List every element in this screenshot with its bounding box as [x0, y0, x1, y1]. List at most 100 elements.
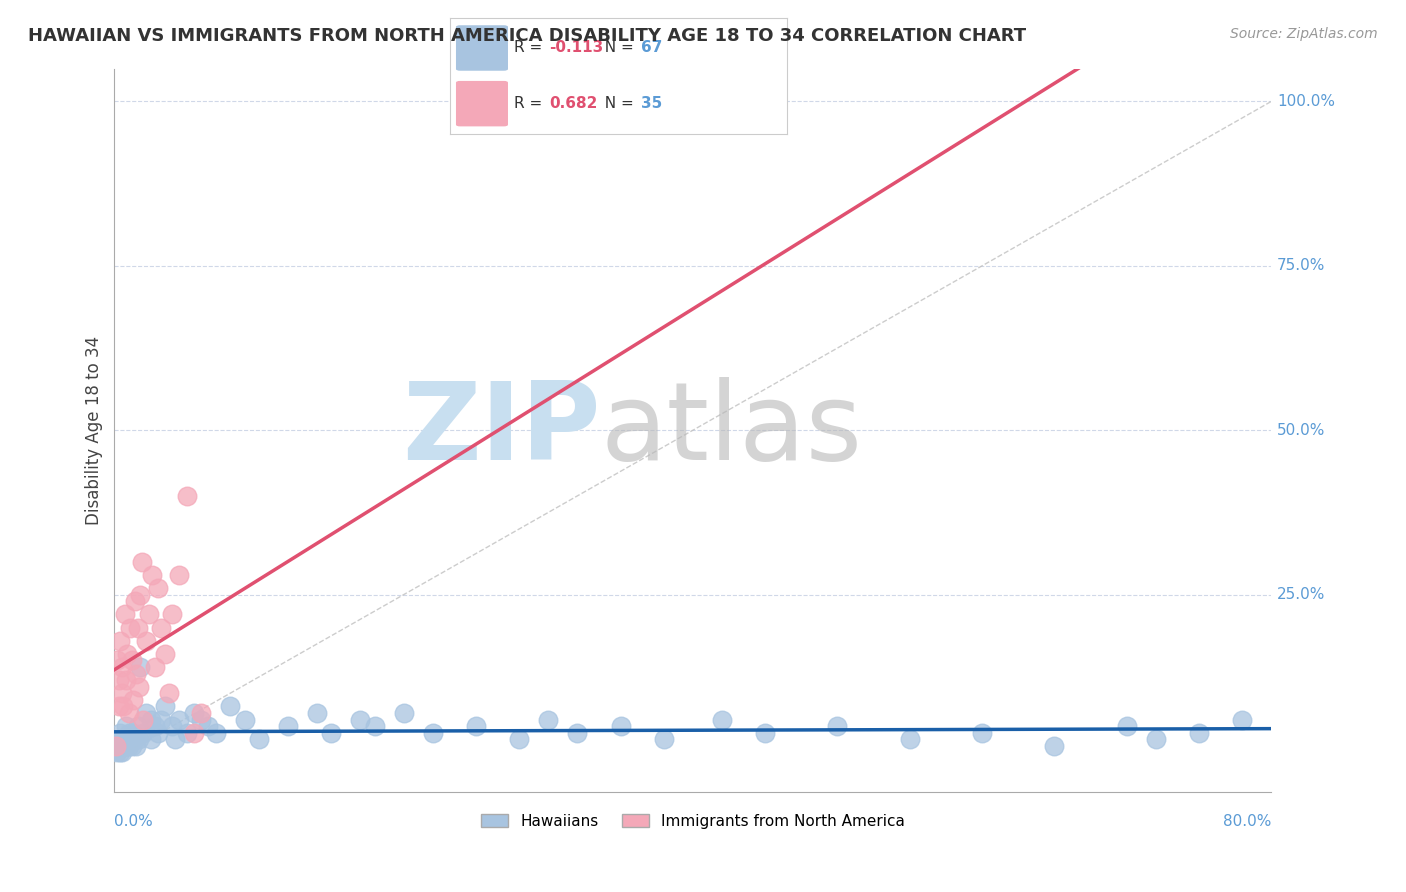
Point [233, 713, 256, 727]
Point [128, 732, 150, 747]
Point [124, 594, 146, 608]
Point [120, 732, 142, 747]
Text: 0.682: 0.682 [550, 96, 598, 112]
Point [125, 666, 148, 681]
Point [157, 686, 180, 700]
Point [143, 660, 166, 674]
Point [183, 706, 205, 720]
Text: 0.0%: 0.0% [114, 814, 153, 829]
Text: R =: R = [515, 40, 547, 55]
Text: atlas: atlas [600, 377, 862, 483]
Point [1188, 725, 1211, 739]
Point [1232, 713, 1254, 727]
Text: Source: ZipAtlas.com: Source: ZipAtlas.com [1230, 27, 1378, 41]
Text: 75.0%: 75.0% [1277, 259, 1326, 273]
Point [111, 660, 134, 674]
Point [508, 732, 530, 747]
Point [107, 732, 129, 747]
Point [305, 706, 328, 720]
Point [567, 725, 589, 739]
Point [118, 706, 141, 720]
Point [754, 725, 776, 739]
Point [122, 725, 145, 739]
Point [121, 653, 143, 667]
Point [131, 555, 153, 569]
Point [127, 719, 149, 733]
Point [190, 706, 212, 720]
Legend: Hawaiians, Immigrants from North America: Hawaiians, Immigrants from North America [474, 807, 911, 835]
Point [108, 633, 131, 648]
Point [115, 719, 138, 733]
Point [165, 732, 187, 747]
Point [124, 732, 146, 747]
Point [149, 713, 172, 727]
Point [176, 725, 198, 739]
Point [132, 725, 155, 739]
Point [115, 673, 138, 688]
Point [422, 725, 444, 739]
Point [139, 732, 162, 747]
Point [107, 673, 129, 688]
Point [127, 621, 149, 635]
Point [204, 725, 226, 739]
Point [117, 732, 139, 747]
Point [169, 568, 191, 582]
Point [1115, 719, 1137, 733]
Point [153, 699, 176, 714]
Point [114, 732, 136, 747]
Text: 50.0%: 50.0% [1277, 423, 1326, 438]
Point [111, 746, 134, 760]
Point [183, 725, 205, 739]
Point [153, 647, 176, 661]
Point [349, 713, 371, 727]
Point [129, 660, 152, 674]
Point [364, 719, 387, 733]
Point [105, 746, 128, 760]
Y-axis label: Disability Age 18 to 34: Disability Age 18 to 34 [86, 335, 103, 524]
Text: 80.0%: 80.0% [1223, 814, 1271, 829]
Point [108, 725, 131, 739]
Text: N =: N = [595, 96, 638, 112]
Point [105, 653, 128, 667]
Point [120, 621, 142, 635]
Point [118, 739, 141, 753]
Text: -0.113: -0.113 [550, 40, 603, 55]
Point [139, 713, 162, 727]
Point [197, 719, 219, 733]
Point [898, 732, 921, 747]
Point [112, 739, 135, 753]
Text: 25.0%: 25.0% [1277, 587, 1326, 602]
Point [104, 739, 127, 753]
Point [118, 725, 141, 739]
Point [111, 732, 134, 747]
Point [162, 719, 184, 733]
Point [108, 746, 131, 760]
Point [129, 588, 152, 602]
Text: 100.0%: 100.0% [1277, 94, 1336, 109]
Text: ZIP: ZIP [402, 377, 600, 483]
Point [162, 607, 184, 622]
Point [219, 699, 242, 714]
Point [321, 725, 343, 739]
Point [135, 633, 157, 648]
Point [125, 739, 148, 753]
Point [143, 719, 166, 733]
Point [652, 732, 675, 747]
Point [609, 719, 631, 733]
Point [247, 732, 270, 747]
FancyBboxPatch shape [457, 26, 508, 70]
Text: 67: 67 [641, 40, 662, 55]
Point [111, 686, 134, 700]
Point [146, 581, 169, 595]
Point [149, 621, 172, 635]
Point [827, 719, 849, 733]
FancyBboxPatch shape [457, 82, 508, 126]
Point [970, 725, 993, 739]
Point [190, 713, 212, 727]
Point [107, 699, 129, 714]
Point [710, 713, 733, 727]
Point [115, 739, 138, 753]
Point [114, 739, 136, 753]
Point [135, 706, 157, 720]
Point [117, 647, 139, 661]
